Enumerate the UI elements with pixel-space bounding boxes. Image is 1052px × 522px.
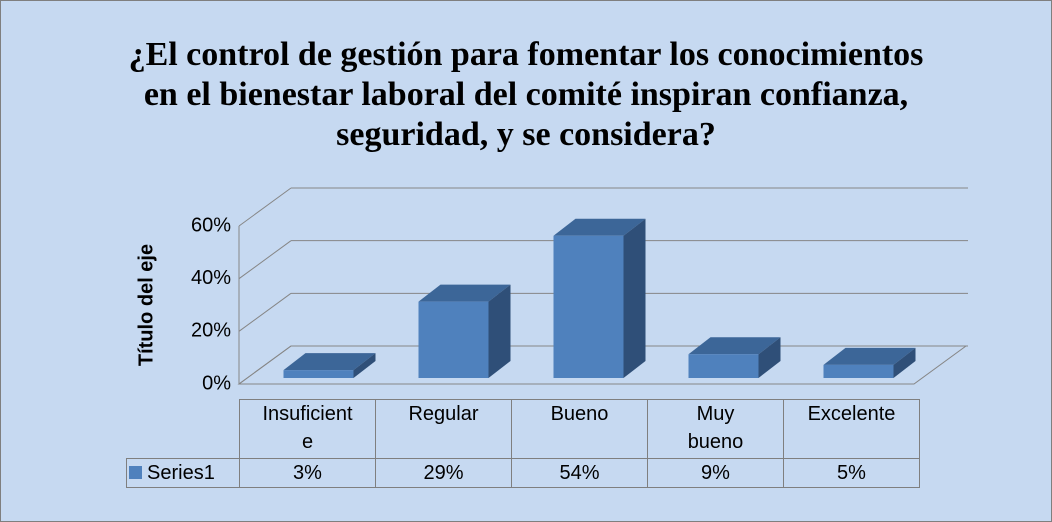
bar-top	[283, 353, 376, 371]
bar-side	[758, 337, 781, 378]
bar-side	[488, 284, 511, 378]
bar-front	[283, 370, 354, 378]
data-label: 5%	[783, 458, 920, 488]
bar	[688, 337, 781, 378]
value-row: Series1 3% 29% 54% 9% 5%	[126, 458, 920, 488]
grid-line	[238, 240, 292, 280]
bar-front	[418, 301, 489, 378]
empty-cell	[126, 399, 240, 459]
data-label: 54%	[511, 458, 648, 488]
y-tick-label: 40%	[191, 267, 231, 289]
bar-side	[893, 347, 916, 378]
title-box: ¿El control de gestión para fomentar los…	[1, 35, 1051, 155]
bar	[418, 284, 511, 378]
x-tick-label: Regular	[375, 399, 512, 459]
bar-side	[623, 218, 646, 378]
x-tick-label: Excelente	[783, 399, 920, 459]
data-table: Insuficiente Regular Bueno Muy bueno Excelen…	[126, 399, 920, 488]
chart-title: ¿El control de gestión para fomentar los…	[128, 36, 924, 153]
x-tick-label: Insuficiente	[239, 399, 376, 459]
x-tick-label: Bueno	[511, 399, 648, 459]
y-tick-label: 0%	[202, 372, 231, 394]
category-row: Insuficiente Regular Bueno Muy bueno Excelen…	[126, 399, 920, 459]
y-axis-title: Título del eje	[135, 244, 157, 366]
grid-line	[238, 292, 292, 332]
bar	[823, 347, 916, 378]
bar-side	[353, 353, 376, 378]
y-tick-label: 60%	[191, 214, 231, 236]
y-tick-label: 20%	[191, 320, 231, 342]
legend-label: Series1	[147, 462, 215, 484]
bar	[283, 353, 376, 378]
legend-swatch	[129, 466, 142, 479]
bar-front	[823, 364, 894, 378]
x-tick-label: Muy bueno	[647, 399, 784, 459]
bar	[553, 218, 646, 378]
data-label: 9%	[647, 458, 784, 488]
bar-top	[823, 347, 916, 365]
bar-top	[418, 284, 511, 302]
bar-front	[688, 354, 759, 378]
bar-front	[553, 235, 624, 378]
legend-cell: Series1	[126, 458, 240, 488]
grid-line	[238, 345, 292, 385]
bar-top	[553, 218, 646, 236]
data-label: 29%	[375, 458, 512, 488]
bar-top	[688, 337, 781, 355]
grid-line	[238, 187, 292, 227]
data-label: 3%	[239, 458, 376, 488]
